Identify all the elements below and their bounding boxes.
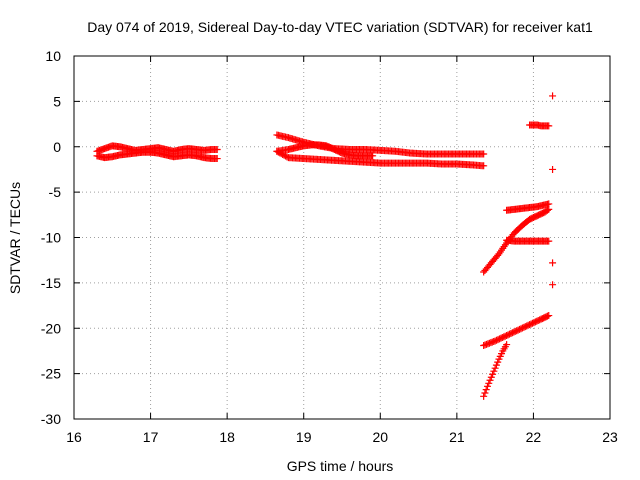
data-point — [490, 367, 498, 375]
y-tick-label: -25 — [41, 366, 61, 382]
x-tick-label: 17 — [143, 429, 159, 445]
series-sat-j — [480, 341, 511, 400]
data-point — [485, 379, 493, 387]
y-tick-label: 5 — [53, 93, 61, 109]
series-sat-e — [273, 141, 377, 160]
y-tick-label: 10 — [45, 48, 61, 64]
data-point — [543, 312, 551, 320]
data-point — [483, 382, 491, 390]
series-sat-d — [273, 147, 488, 170]
series-sat-k — [526, 121, 553, 130]
data-point — [543, 206, 551, 214]
data-point — [494, 358, 502, 366]
data-point — [481, 389, 489, 397]
data-point — [486, 376, 494, 384]
series-sat-g — [503, 200, 553, 214]
series-sat-l — [549, 92, 557, 289]
data-point — [480, 150, 488, 158]
chart-title: Day 074 of 2019, Sidereal Day-to-day VTE… — [87, 19, 593, 35]
grid — [74, 56, 610, 419]
data-point — [545, 312, 553, 320]
data-point — [503, 341, 511, 349]
series-sat-h — [503, 236, 553, 245]
data-point — [545, 237, 553, 245]
y-tick-label: -10 — [41, 230, 61, 246]
x-tick-label: 22 — [526, 429, 542, 445]
x-tick-label: 21 — [449, 429, 465, 445]
data-point — [549, 281, 557, 289]
data-point — [487, 373, 495, 381]
x-tick-label: 18 — [219, 429, 235, 445]
axis-ticks: 16 17 18 19 20 21 22 23 10 5 0 -5 -10 -15 -20 -25 -30 — [41, 48, 618, 445]
data-point — [489, 370, 497, 378]
x-axis-label: GPS time / hours — [287, 458, 394, 474]
x-tick-label: 23 — [602, 429, 618, 445]
x-tick-label: 19 — [296, 429, 312, 445]
data-point — [369, 152, 377, 160]
data-point — [480, 392, 488, 400]
data-point — [480, 162, 488, 170]
data-point — [549, 92, 557, 100]
series-sat-b — [93, 148, 221, 163]
y-axis-label: SDTVAR / TECUs — [7, 182, 23, 294]
data-point — [549, 165, 557, 173]
x-tick-label: 20 — [372, 429, 388, 445]
y-tick-label: -5 — [49, 184, 62, 200]
data-point — [213, 145, 221, 153]
data-point — [545, 200, 553, 208]
data-point — [545, 122, 553, 130]
y-tick-label: -20 — [41, 320, 61, 336]
data-point — [549, 259, 557, 267]
data-point — [491, 364, 499, 372]
data-point — [492, 361, 500, 369]
data-point — [482, 386, 490, 394]
y-tick-label: -30 — [41, 411, 61, 427]
series-sat-i — [480, 312, 553, 349]
y-tick-label: -15 — [41, 275, 61, 291]
data-points — [93, 92, 557, 400]
data-point — [213, 155, 221, 163]
y-tick-label: 0 — [53, 139, 61, 155]
x-tick-label: 16 — [66, 429, 82, 445]
